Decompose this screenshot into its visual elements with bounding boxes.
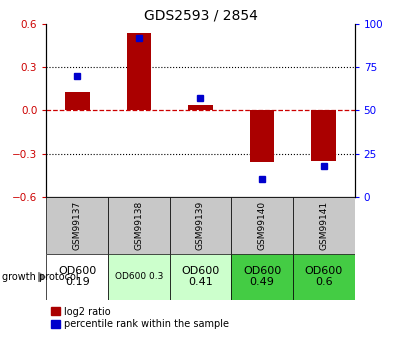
Text: OD600 0.3: OD600 0.3 — [114, 272, 163, 282]
Text: OD600
0.19: OD600 0.19 — [58, 266, 96, 287]
Text: GSM99137: GSM99137 — [73, 200, 82, 250]
Bar — [312, 110, 336, 161]
Bar — [188, 105, 213, 110]
Bar — [170, 197, 231, 254]
Text: OD600
0.41: OD600 0.41 — [181, 266, 220, 287]
Bar — [293, 254, 355, 300]
Text: growth protocol: growth protocol — [2, 272, 79, 282]
Text: GSM99141: GSM99141 — [319, 200, 328, 250]
Text: GSM99140: GSM99140 — [258, 200, 267, 250]
Bar — [231, 197, 293, 254]
Bar — [127, 33, 151, 110]
Title: GDS2593 / 2854: GDS2593 / 2854 — [143, 9, 258, 23]
Text: OD600
0.6: OD600 0.6 — [305, 266, 343, 287]
Text: GSM99138: GSM99138 — [134, 200, 143, 250]
Bar — [65, 92, 89, 110]
Bar — [170, 254, 231, 300]
Bar — [46, 254, 108, 300]
Bar — [108, 254, 170, 300]
Bar — [250, 110, 274, 162]
Bar — [231, 254, 293, 300]
Bar — [293, 197, 355, 254]
Polygon shape — [39, 273, 45, 282]
Text: GSM99139: GSM99139 — [196, 200, 205, 250]
Legend: log2 ratio, percentile rank within the sample: log2 ratio, percentile rank within the s… — [51, 307, 229, 329]
Text: OD600
0.49: OD600 0.49 — [243, 266, 281, 287]
Bar — [46, 197, 108, 254]
Bar — [108, 197, 170, 254]
